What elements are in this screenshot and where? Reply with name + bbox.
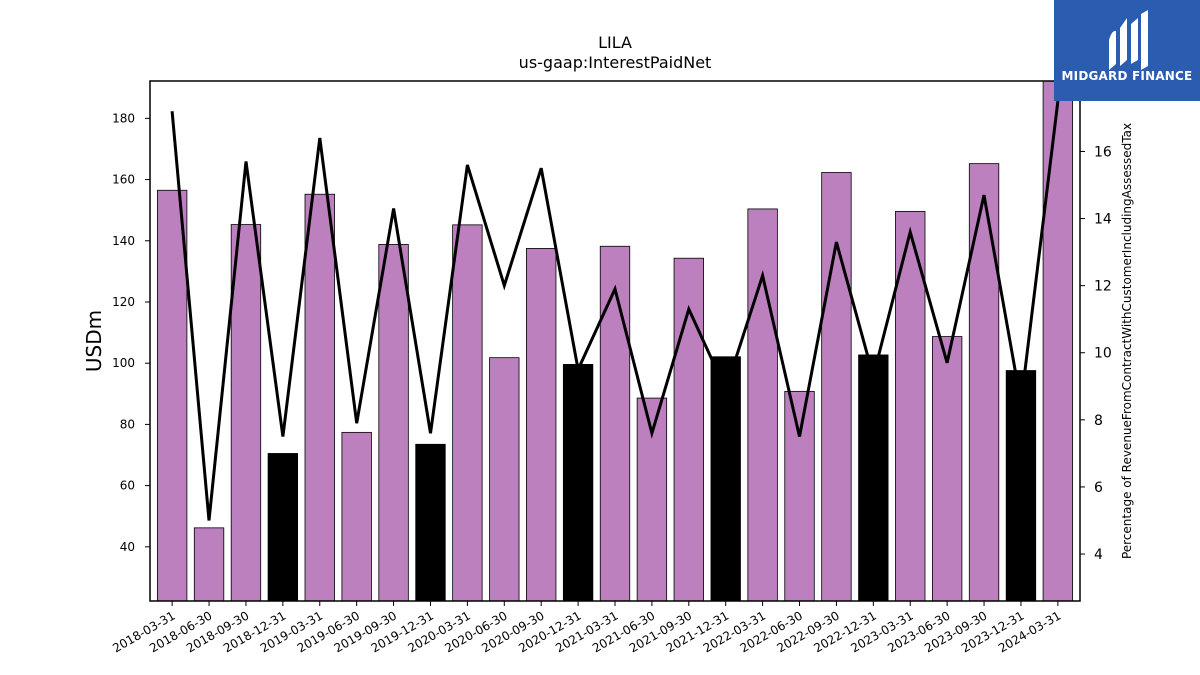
bar — [304, 193, 335, 602]
chart-title: LILA — [598, 33, 632, 52]
bar — [1005, 370, 1037, 602]
bar — [1042, 80, 1074, 602]
bar — [747, 208, 778, 602]
y-axis-label: USDm — [82, 310, 106, 372]
y2-tick-label: 14 — [1094, 212, 1112, 228]
y-tick-label: 60 — [120, 479, 135, 493]
y-tick-label: 160 — [112, 173, 135, 187]
y-tick-label: 140 — [112, 234, 135, 248]
series-line — [170, 100, 1060, 521]
y2-tick-label: 16 — [1094, 144, 1112, 160]
bar — [452, 224, 483, 602]
y-tick-label: 80 — [120, 417, 135, 431]
y-tick-label: 120 — [112, 295, 135, 309]
y2-tick-label: 8 — [1094, 413, 1103, 429]
bar — [193, 527, 225, 602]
bar — [858, 354, 889, 602]
bar — [821, 172, 852, 602]
bar — [562, 364, 594, 602]
bar — [378, 244, 409, 602]
bar — [156, 189, 188, 602]
logo-text: MIDGARD FINANCE — [1061, 69, 1193, 83]
y-tick-label: 40 — [120, 540, 135, 554]
bar — [931, 336, 963, 602]
y-tick-label: 180 — [112, 111, 135, 125]
bar — [673, 257, 704, 602]
bar — [415, 443, 446, 602]
y2-tick-label: 10 — [1094, 346, 1112, 362]
logo: MIDGARD FINANCE — [1054, 0, 1200, 101]
y2-tick-label: 4 — [1094, 547, 1103, 563]
bar — [230, 224, 262, 602]
y2-axis-label: Percentage of RevenueFromContractWithCus… — [1120, 123, 1134, 559]
logo-mark-icon — [1109, 10, 1148, 70]
y2-tick-label: 12 — [1094, 279, 1112, 295]
bar — [968, 163, 1000, 602]
y2-tick-label: 6 — [1094, 480, 1103, 496]
bar — [267, 453, 299, 602]
bar — [710, 356, 741, 602]
y-tick-label: 100 — [112, 356, 135, 370]
bar — [341, 431, 372, 602]
bar — [526, 248, 557, 602]
bar — [599, 245, 631, 602]
chart-subtitle: us-gaap:InterestPaidNet — [519, 53, 712, 72]
bar — [784, 390, 815, 602]
bar — [489, 357, 520, 602]
